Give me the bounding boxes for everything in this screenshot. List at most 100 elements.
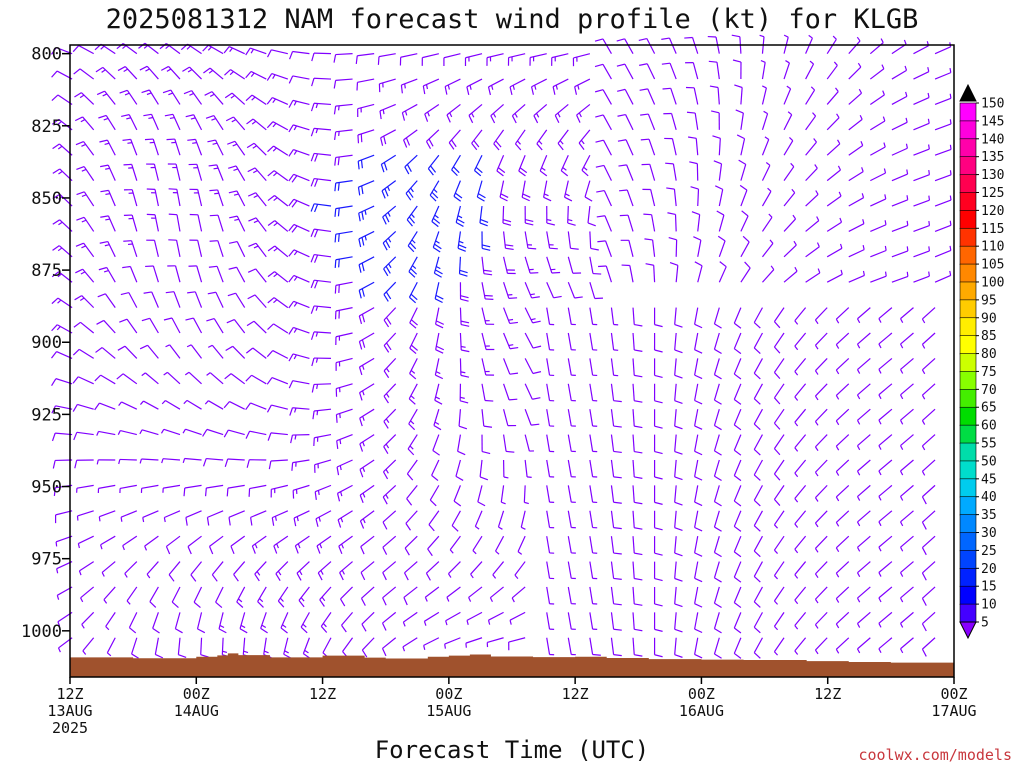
- wind-barb: [934, 42, 952, 55]
- wind-barb: [694, 409, 703, 430]
- wind-barb: [589, 332, 598, 351]
- wind-barb: [709, 85, 720, 105]
- wind-barb: [713, 637, 722, 659]
- wind-barb: [718, 261, 727, 283]
- wind-barb: [357, 129, 375, 144]
- wind-barb: [641, 163, 656, 181]
- wind-barb: [168, 188, 181, 207]
- wind-barb: [95, 66, 116, 80]
- wind-barb: [400, 78, 418, 94]
- wind-barb: [567, 459, 576, 478]
- wind-barb: [514, 129, 526, 151]
- wind-barb: [202, 428, 224, 437]
- wind-barb: [546, 510, 555, 529]
- wind-barb: [518, 155, 528, 177]
- wind-barb: [805, 60, 815, 80]
- wind-barb: [51, 432, 73, 442]
- wind-barb: [503, 307, 518, 325]
- wind-barb: [686, 111, 699, 130]
- wind-barb: [773, 586, 785, 605]
- wind-barb: [206, 510, 224, 526]
- wind-barb: [359, 408, 375, 427]
- wind-barb: [288, 300, 310, 309]
- wind-barb: [380, 154, 397, 173]
- wind-barb: [406, 485, 418, 506]
- wind-barb: [645, 263, 656, 283]
- colorbar-top-arrow: [959, 83, 977, 102]
- wind-barb: [458, 409, 468, 430]
- wind-barb: [320, 612, 332, 633]
- wind-barb: [814, 383, 828, 401]
- wind-barb: [403, 561, 418, 581]
- wind-barb: [713, 434, 722, 456]
- wind-barb: [794, 484, 807, 503]
- wind-barb: [139, 400, 159, 410]
- wind-barb: [359, 434, 375, 452]
- wind-barb: [359, 510, 375, 529]
- wind-barb: [383, 434, 397, 454]
- wind-barb: [733, 561, 742, 583]
- wind-barb: [76, 191, 95, 207]
- wind-barb: [225, 116, 246, 131]
- wind-barb: [377, 53, 396, 65]
- x-tick-label: 12Z: [56, 685, 83, 703]
- wind-barb: [183, 484, 202, 497]
- wind-barb: [486, 53, 504, 66]
- wind-barb: [713, 459, 722, 481]
- wind-barb: [455, 205, 465, 227]
- wind-barb: [74, 116, 95, 131]
- wind-barb: [96, 319, 116, 334]
- wind-barb: [653, 510, 663, 531]
- wind-barb: [713, 160, 723, 181]
- wind-barb: [124, 561, 138, 578]
- wind-barb: [335, 383, 353, 397]
- wind-barb: [773, 459, 785, 481]
- wind-barb: [446, 586, 461, 602]
- wind-barb: [466, 611, 483, 625]
- wind-barb: [826, 87, 839, 105]
- wind-barb: [51, 378, 73, 386]
- wind-barb: [610, 434, 622, 454]
- wind-barb: [567, 536, 576, 554]
- colorbar-bottom-arrow: [959, 621, 977, 640]
- wind-barb: [165, 535, 181, 555]
- x-tick-label: 13AUG: [47, 702, 92, 720]
- wind-barb: [761, 239, 774, 258]
- wind-barb: [546, 459, 555, 478]
- wind-barb: [674, 459, 683, 481]
- wind-barb: [870, 142, 886, 156]
- wind-barb: [546, 231, 558, 250]
- wind-barb: [209, 214, 224, 232]
- wind-barb: [900, 484, 914, 501]
- wind-barb: [913, 170, 930, 182]
- pressure-axis: 800 825 850 875 900 925 950 975 1000: [21, 45, 70, 642]
- wind-barb: [245, 70, 267, 80]
- wind-barb: [117, 66, 138, 80]
- wind-barb: [361, 611, 375, 632]
- wind-barb: [835, 408, 850, 426]
- wind-barb: [595, 114, 612, 131]
- wind-barb: [245, 347, 267, 359]
- wind-barb: [643, 213, 656, 232]
- wind-barb: [186, 344, 203, 359]
- wind-barb: [408, 383, 418, 405]
- wind-barb: [761, 136, 770, 156]
- wind-barb: [190, 561, 203, 582]
- wind-barb: [761, 110, 769, 131]
- wind-barbs: [51, 34, 952, 659]
- wind-barb: [288, 198, 310, 208]
- wind-barb: [342, 637, 354, 659]
- wind-barb: [794, 408, 807, 427]
- wind-barb: [184, 371, 202, 385]
- wind-barb: [653, 409, 663, 429]
- wind-barb: [77, 535, 94, 549]
- wind-barb: [733, 434, 742, 456]
- wind-barb: [913, 195, 931, 207]
- wind-barb: [51, 297, 73, 309]
- wind-barb: [794, 459, 807, 478]
- wind-barb: [761, 85, 767, 105]
- wind-barb: [310, 228, 332, 238]
- wind-barb: [794, 611, 807, 630]
- colorbar-label: 45: [981, 472, 997, 487]
- wind-barb: [313, 433, 332, 447]
